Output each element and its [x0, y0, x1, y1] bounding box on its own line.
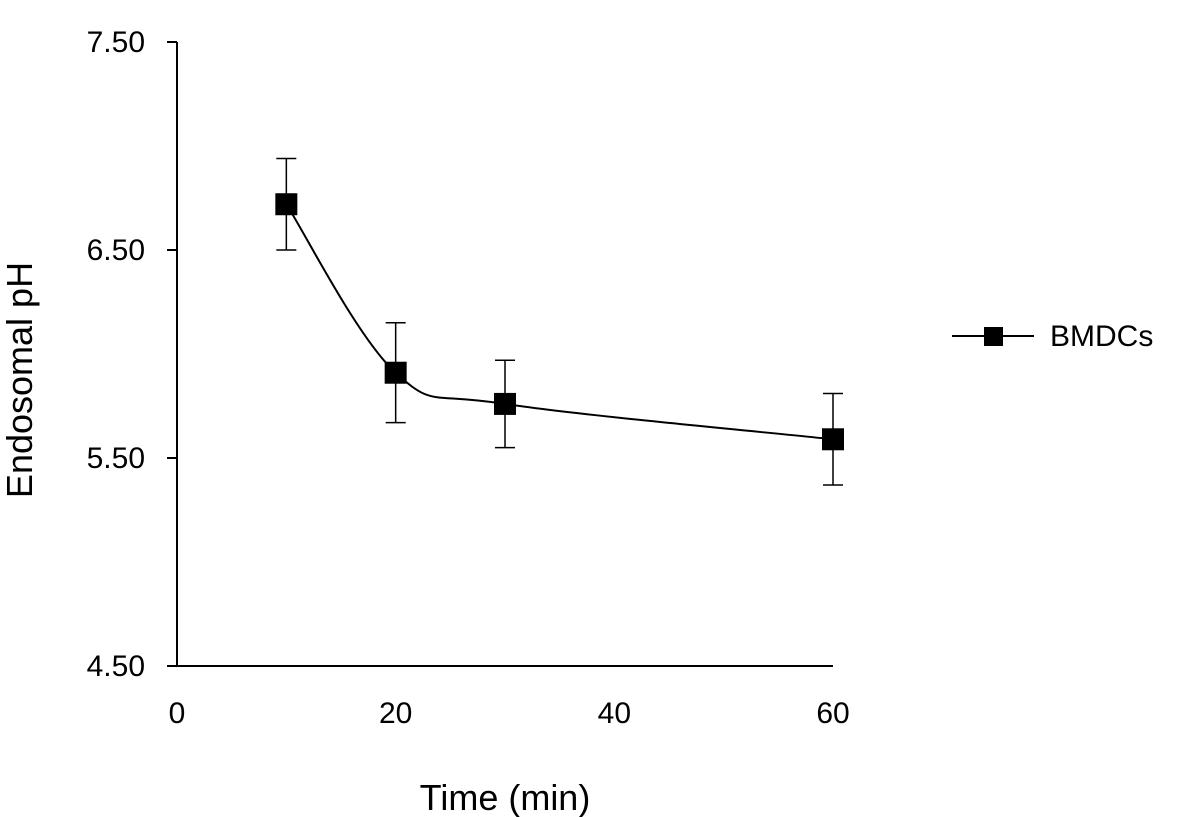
data-point-marker [822, 428, 844, 451]
legend-label-bmdcs: BMDCs [1050, 320, 1153, 353]
data-point-marker [384, 361, 407, 384]
x-tick-label: 60 [816, 697, 849, 730]
x-axis-title: Time (min) [420, 777, 591, 817]
x-tick-label: 0 [169, 697, 186, 730]
x-tick-label: 40 [598, 697, 631, 730]
y-tick-label: 7.50 [87, 26, 145, 59]
x-tick-label: 20 [379, 697, 412, 730]
x-ticks: 0 20 40 60 [169, 697, 850, 730]
series-line-bmdcs [285, 203, 834, 441]
legend: BMDCs [952, 320, 1153, 353]
data-point-marker [494, 392, 516, 415]
y-tick-label: 6.50 [87, 234, 145, 267]
y-tick-label: 4.50 [87, 650, 145, 683]
data-point-marker [275, 193, 298, 216]
series-layer [275, 157, 844, 486]
legend-marker-square [984, 327, 1003, 346]
y-axis-title: Endosomal pH [0, 262, 40, 498]
y-tick-label: 5.50 [87, 442, 145, 475]
y-ticks: 4.50 5.50 6.50 7.50 [87, 26, 177, 683]
